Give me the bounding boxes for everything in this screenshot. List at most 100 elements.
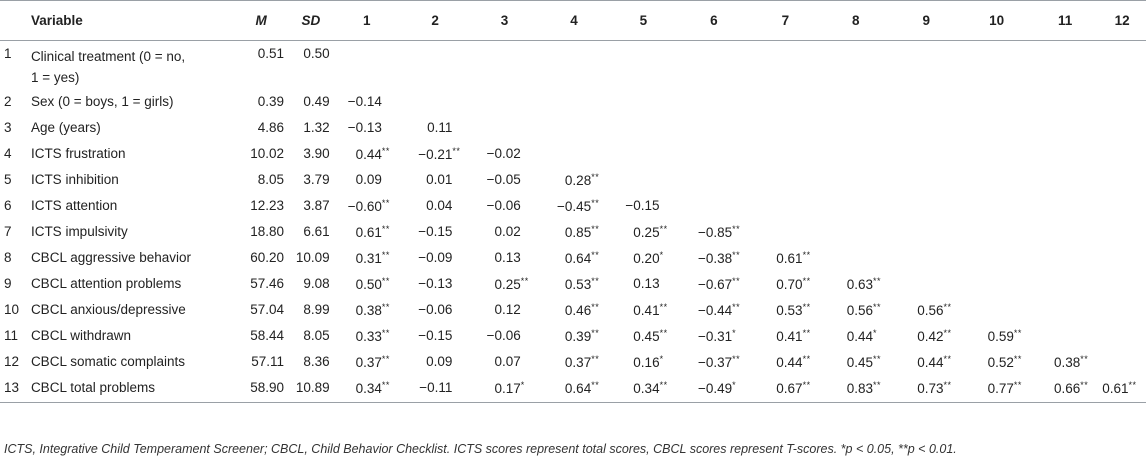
- correlation-cell: 0.64**: [539, 375, 609, 403]
- correlation-cell: −0.15: [400, 323, 470, 349]
- header-col-6: 6: [677, 0, 751, 41]
- correlation-value: −0.85: [697, 224, 733, 240]
- correlation-cell: [1098, 297, 1146, 323]
- correlation-cell: 0.44**: [750, 349, 820, 375]
- correlation-value: 0.37: [564, 354, 592, 370]
- table-row: 9 CBCL attention problems 57.46 9.08 0.50** −…: [0, 271, 1146, 297]
- correlation-cell: [539, 141, 609, 167]
- row-number: 6: [4, 197, 12, 213]
- correlation-cell: [1098, 89, 1146, 115]
- correlation-value: 0.17: [494, 380, 521, 396]
- correlation-cell: [1032, 141, 1098, 167]
- correlation-cell: [470, 89, 538, 115]
- sd-value: 6.61: [303, 223, 330, 239]
- correlation-cell: 0.83**: [821, 375, 891, 403]
- significance-marker: **: [659, 223, 668, 234]
- correlation-table: Variable M SD 1 2 3 4 5 6 7 8 9 10 11 12…: [0, 0, 1146, 403]
- correlation-cell: [1098, 271, 1146, 297]
- sd-value: 3.90: [303, 145, 330, 161]
- correlation-cell: [750, 167, 820, 193]
- correlation-cell: [609, 167, 677, 193]
- correlation-cell: [609, 89, 677, 115]
- significance-marker: **: [520, 275, 529, 286]
- header-col-12: 12: [1098, 0, 1146, 41]
- sd-value: 0.50: [303, 46, 330, 61]
- correlation-cell: −0.45**: [539, 193, 609, 219]
- significance-marker: **: [802, 379, 811, 390]
- row-number: 5: [4, 171, 12, 187]
- header-col-3: 3: [470, 0, 539, 41]
- correlation-value: −0.49: [697, 380, 733, 396]
- sd-value: 0.49: [303, 93, 330, 109]
- row-number: 10: [4, 301, 20, 317]
- correlation-cell: [961, 219, 1031, 245]
- mean-value: 8.05: [257, 171, 285, 187]
- significance-marker: *: [659, 249, 664, 260]
- significance-marker: **: [802, 275, 811, 286]
- sd-value: 3.79: [303, 171, 330, 187]
- header-col-7: 7: [750, 0, 821, 41]
- correlation-cell: 0.28**: [539, 167, 609, 193]
- correlation-cell: −0.09: [400, 245, 470, 271]
- correlation-cell: [1032, 323, 1098, 349]
- correlation-value: 0.53: [776, 302, 803, 318]
- significance-marker: **: [591, 171, 600, 182]
- correlation-cell: −0.02: [470, 141, 538, 167]
- correlation-cell: 0.53**: [539, 271, 609, 297]
- significance-marker: **: [873, 379, 882, 390]
- correlation-cell: 0.09: [400, 349, 470, 375]
- header-col-4: 4: [538, 0, 610, 41]
- table-row: 4 ICTS frustration 10.02 3.90 0.44** −0.21** −…: [0, 141, 1146, 167]
- correlation-cell: [678, 89, 751, 115]
- sd-value: 10.89: [295, 379, 330, 395]
- correlation-cell: [334, 41, 400, 89]
- significance-marker: **: [381, 379, 390, 390]
- correlation-value: −0.45: [557, 198, 592, 214]
- correlation-value: −0.38: [697, 250, 733, 266]
- correlation-cell: 0.37**: [539, 349, 609, 375]
- correlation-cell: [821, 245, 891, 271]
- correlation-cell: −0.31*: [678, 323, 751, 349]
- correlation-value: 0.33: [355, 328, 382, 344]
- correlation-cell: [891, 115, 961, 141]
- correlation-cell: [891, 89, 961, 115]
- sd-value: 8.05: [303, 327, 330, 343]
- correlation-cell: [400, 89, 470, 115]
- significance-marker: **: [732, 249, 741, 260]
- correlation-cell: [1098, 193, 1146, 219]
- correlation-cell: 0.50**: [334, 271, 400, 297]
- significance-marker: **: [381, 197, 390, 208]
- significance-marker: **: [381, 301, 390, 312]
- row-number: 12: [4, 353, 20, 369]
- correlation-value: 0.56: [846, 302, 874, 318]
- correlation-cell: 0.34**: [609, 375, 677, 403]
- correlation-value: 0.46: [564, 302, 592, 318]
- correlation-cell: [1098, 141, 1146, 167]
- mean-value: 57.46: [250, 275, 285, 291]
- correlation-cell: [400, 41, 470, 89]
- row-number: 2: [4, 93, 12, 109]
- mean-value: 57.11: [251, 353, 285, 369]
- table-row: 12 CBCL somatic complaints 57.11 8.36 0.37**…: [0, 349, 1146, 375]
- correlation-cell: [539, 41, 609, 89]
- variable-label: ICTS attention: [30, 197, 118, 213]
- sd-value: 1.32: [303, 119, 330, 135]
- correlation-cell: [678, 193, 751, 219]
- correlation-cell: [821, 89, 891, 115]
- variable-label: CBCL attention problems: [30, 275, 182, 291]
- sd-value: 3.87: [303, 197, 330, 213]
- correlation-value: −0.15: [625, 197, 660, 213]
- significance-marker: **: [659, 301, 668, 312]
- correlation-cell: 0.41**: [750, 323, 820, 349]
- header-col-5: 5: [609, 0, 678, 41]
- correlation-cell: −0.15: [400, 219, 470, 245]
- correlation-cell: [1032, 271, 1098, 297]
- variable-label: CBCL total problems: [30, 379, 155, 395]
- correlation-value: −0.31: [697, 328, 733, 344]
- correlation-cell: 0.45**: [609, 323, 677, 349]
- correlation-cell: 0.11: [400, 115, 470, 141]
- correlation-value: 0.63: [846, 276, 874, 292]
- correlation-cell: [961, 141, 1031, 167]
- correlation-value: 0.25: [494, 276, 521, 292]
- correlation-cell: [821, 141, 891, 167]
